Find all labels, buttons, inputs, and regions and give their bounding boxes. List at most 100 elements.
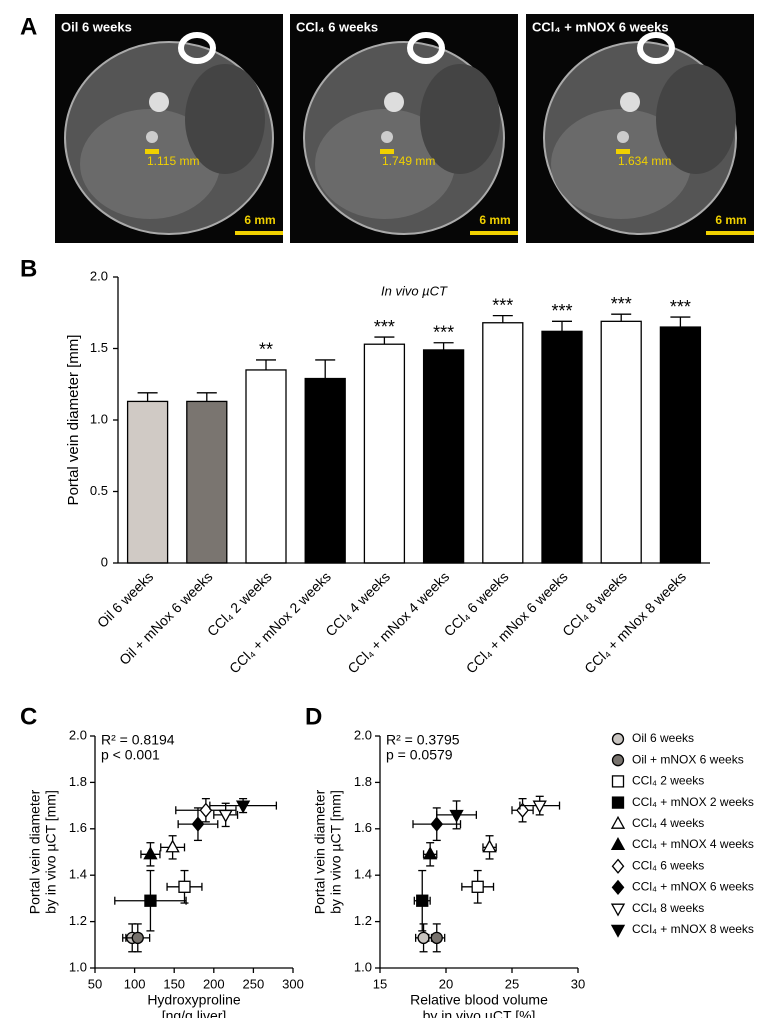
ct-image: CCl₄ 6 weeks 1.749 mm 6 mm [290,14,518,243]
intestine-region [420,64,500,174]
bar [541,330,583,564]
y-tick-label: 0 [101,554,108,569]
marker [611,775,625,788]
measure-label: 1.115 mm [147,154,199,168]
marker [611,754,625,767]
marker [449,809,464,823]
marker [482,839,497,853]
spine [178,32,216,64]
x-tick-label: Oil 6 weeks [94,568,156,630]
significance: *** [374,317,395,337]
marker [417,931,430,944]
y-tick-label: 1.8 [354,774,372,789]
scale-label: 6 mm [479,213,510,227]
y-tick-label: 1.8 [69,774,87,789]
measure-label: 1.634 mm [618,154,671,168]
measure-bar [145,149,159,154]
x-tick-label: 150 [163,976,185,991]
marker [610,924,626,938]
y-axis-label: by in vivo µCT [mm] [328,790,344,914]
x-tick-label: CCl₄ + mNox 6 weeks [463,568,571,676]
measure-bar [380,149,394,154]
marker [610,815,626,829]
bar [422,349,465,564]
intestine-region [656,64,736,174]
bar [126,400,169,564]
intestine-region [185,64,265,174]
marker [611,796,625,809]
vessel [620,92,640,112]
bar [363,343,406,564]
y-tick-label: 1.4 [354,867,372,882]
significance: ** [259,340,273,360]
y-tick-label: 1.6 [354,820,372,835]
marker [131,931,144,944]
x-tick-label: CCl₄ + mNox 2 weeks [226,568,334,676]
marker [143,846,158,860]
image-title: Oil 6 weeks [61,19,132,34]
bar [600,320,642,564]
y-tick-label: 0.5 [90,483,108,498]
marker [611,858,625,874]
y-tick-label: 2.0 [69,727,87,742]
x-axis-label: by in vivo µCT [%] [423,1008,536,1018]
x-tick-label: 30 [571,976,585,991]
x-tick-label: 200 [203,976,225,991]
x-tick-label: CCl₄ + mNox 4 weeks [344,568,452,676]
y-tick-label: 1.5 [90,340,108,355]
vessel [617,131,629,143]
marker [191,816,205,832]
panel-letter: A [20,13,37,40]
bar [659,326,702,564]
marker [610,903,626,917]
legend-label: CCl₄ + mNOX 8 weeks [632,922,754,936]
bar [304,377,346,564]
y-tick-label: 1.0 [354,959,372,974]
y-tick-label: 1.4 [69,867,87,882]
y-tick-label: 2.0 [90,268,108,283]
liver-region [80,109,220,219]
marker [144,894,157,907]
annotation: R² = 0.8194 [101,732,175,748]
legend-label: CCl₄ 6 weeks [632,858,704,872]
scale-bar [235,231,283,235]
y-axis-label: Portal vein diameter [312,789,328,914]
liver-region [551,109,691,219]
vessel [146,131,158,143]
legend-label: CCl₄ 2 weeks [632,774,704,788]
y-tick-label: 1.6 [69,820,87,835]
x-tick-label: 15 [373,976,387,991]
vessel [381,131,393,143]
y-tick-label: 1.2 [69,913,87,928]
y-tick-label: 2.0 [354,727,372,742]
image-title: CCl₄ + mNOX 6 weeks [532,19,669,34]
marker [611,879,625,896]
scale-label: 6 mm [715,213,746,227]
x-tick-label: 100 [124,976,146,991]
marker [532,800,547,814]
measure-label: 1.749 mm [382,154,435,168]
x-tick-label: 25 [505,976,519,991]
ct-image: CCl₄ + mNOX 6 weeks 1.634 mm 6 mm [526,14,754,243]
y-tick-label: 1.0 [90,411,108,426]
legend-label: Oil 6 weeks [632,731,694,745]
image-title: CCl₄ 6 weeks [296,19,378,34]
x-tick-label: 20 [439,976,453,991]
scale-label: 6 mm [244,213,275,227]
scale-bar [470,231,518,235]
marker [430,816,444,832]
marker [423,846,438,860]
panel-letter: B [20,255,37,282]
x-tick-label: 50 [88,976,102,991]
marker [611,732,625,746]
significance: *** [670,297,691,317]
legend-label: CCl₄ 4 weeks [632,816,704,830]
vessel [384,92,404,112]
spine [407,32,445,64]
significance: *** [611,294,632,314]
marker [178,880,191,893]
bar [482,322,524,564]
measure-bar [616,149,630,154]
scale-bar [706,231,754,235]
